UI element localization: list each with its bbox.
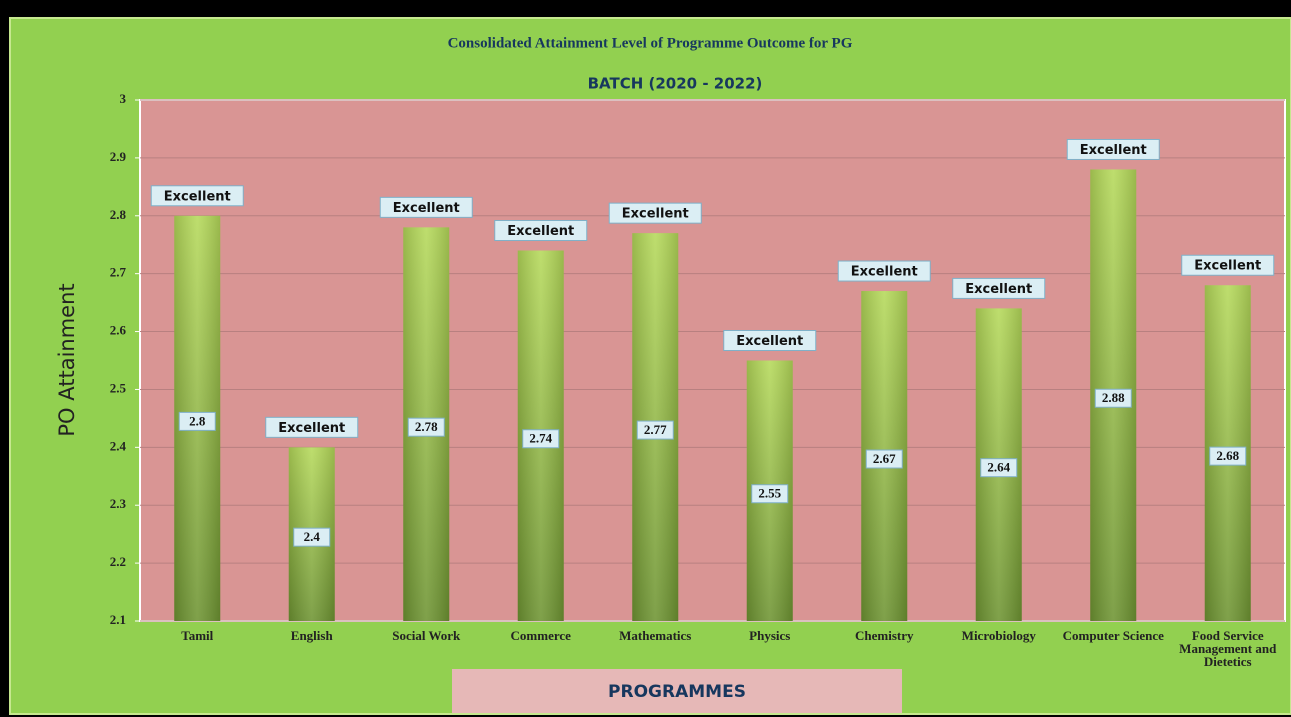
x-tick-label: Microbiology [961,629,1036,643]
rating-label-box [265,416,359,438]
value-label-group: 2.77 [636,420,674,440]
rating-label-box [837,260,931,282]
value-label-group: 2.68 [1209,446,1247,466]
value-label-box [865,449,903,469]
rating-label-group: Excellent [150,185,244,207]
rating-label-group: Excellent [1066,138,1160,160]
y-axis-label: PO Attainment [55,283,79,436]
value-label: 2.78 [415,419,438,434]
value-label-group: 2.67 [865,449,903,469]
rating-label-group: Excellent [494,220,588,242]
x-axis-label: PROGRAMMES [608,682,746,702]
y-tick-label: 2.6 [110,323,127,338]
rating-label-group: Excellent [1181,254,1275,276]
rating-label-box [608,202,702,224]
x-tick-label-box: Mathematics [619,629,692,643]
x-tick-label-box: Chemistry [855,629,914,643]
x-tick-label-box: Physics [749,629,791,643]
x-tick-label: Food Service Management and Dietetics [1179,629,1277,669]
value-label: 2.4 [304,529,321,544]
x-tick-label: English [290,629,333,643]
value-label-box [751,484,789,504]
value-label-box [980,458,1018,478]
x-tick-label: Commerce [510,629,571,643]
value-label: 2.8 [189,413,206,428]
x-tick-label: Chemistry [855,629,914,643]
value-label-box [1209,446,1247,466]
rating-label-box [1066,138,1160,160]
x-tick-label-box: English [290,629,333,643]
y-tick-label: 2.2 [110,554,126,569]
x-tick-label: Mathematics [619,629,692,643]
chart-title: Consolidated Attainment Level of Program… [448,35,853,51]
x-tick-label-box: Social Work [392,629,461,643]
y-tick-label: 2.1 [110,612,126,627]
value-label-box [407,417,445,437]
value-label-group: 2.55 [751,484,789,504]
rating-label-box [379,196,473,218]
rating-label-box [1181,254,1275,276]
value-label-box [636,420,674,440]
x-tick-label-box: Computer Science [1062,629,1164,643]
rating-label-group: Excellent [723,330,817,351]
value-label: 2.74 [529,431,552,446]
rating-label-group: Excellent [837,260,931,282]
rating-label-group: Excellent [952,277,1046,299]
value-label: 2.67 [873,451,896,466]
y-tick-label: 2.4 [110,438,127,453]
value-label-group: 2.88 [1094,388,1132,408]
rating-label: Excellent [622,207,689,222]
y-tick-label: 2.8 [110,207,127,222]
x-tick-label-box: Commerce [510,629,571,643]
x-tick-label-box: Food Service Management and Dietetics [1179,629,1277,669]
x-tick-label: Computer Science [1062,629,1164,643]
rating-label-group: Excellent [379,196,473,218]
rating-label-group: Excellent [608,202,702,224]
rating-label-box [952,277,1046,299]
value-label-group: 2.8 [178,411,216,431]
value-label-group: 2.4 [293,527,331,547]
value-label-group: 2.78 [407,417,445,437]
value-label-group: 2.64 [980,458,1018,478]
rating-label: Excellent [1194,259,1261,274]
rating-label: Excellent [736,334,803,349]
rating-label: Excellent [393,201,460,216]
chart-subtitle: BATCH (2020 - 2022) [588,75,763,93]
value-label-box [178,411,216,431]
rating-label: Excellent [278,421,345,436]
value-label: 2.88 [1102,390,1125,405]
value-label-group: 2.74 [522,429,560,449]
y-tick-label: 2.9 [110,149,127,164]
rating-label: Excellent [1080,143,1147,158]
x-tick-label: Social Work [392,629,461,643]
x-tick-label: Physics [749,629,791,643]
value-label-box [522,429,560,449]
x-tick-label-box: Microbiology [961,629,1036,643]
rating-label: Excellent [851,265,918,280]
x-tick-label-box: Tamil [181,629,214,643]
rating-label: Excellent [507,224,574,239]
rating-label: Excellent [164,189,231,204]
x-label-box [452,669,902,713]
value-label: 2.77 [644,422,667,437]
value-label: 2.68 [1216,448,1239,463]
x-tick-label: Tamil [181,629,214,643]
value-label: 2.64 [987,460,1010,475]
y-tick-label: 2.3 [110,496,127,511]
value-label-box [293,527,331,547]
value-label-box [1094,388,1132,408]
value-label: 2.55 [758,486,781,501]
rating-label: Excellent [965,282,1032,297]
y-tick-label: 2.5 [110,380,127,395]
rating-label-box [494,220,588,242]
y-tick-label: 3 [120,91,127,106]
rating-label-group: Excellent [265,416,359,438]
y-tick-label: 2.7 [110,265,127,280]
rating-label-box [723,330,817,351]
rating-label-box [150,185,244,207]
